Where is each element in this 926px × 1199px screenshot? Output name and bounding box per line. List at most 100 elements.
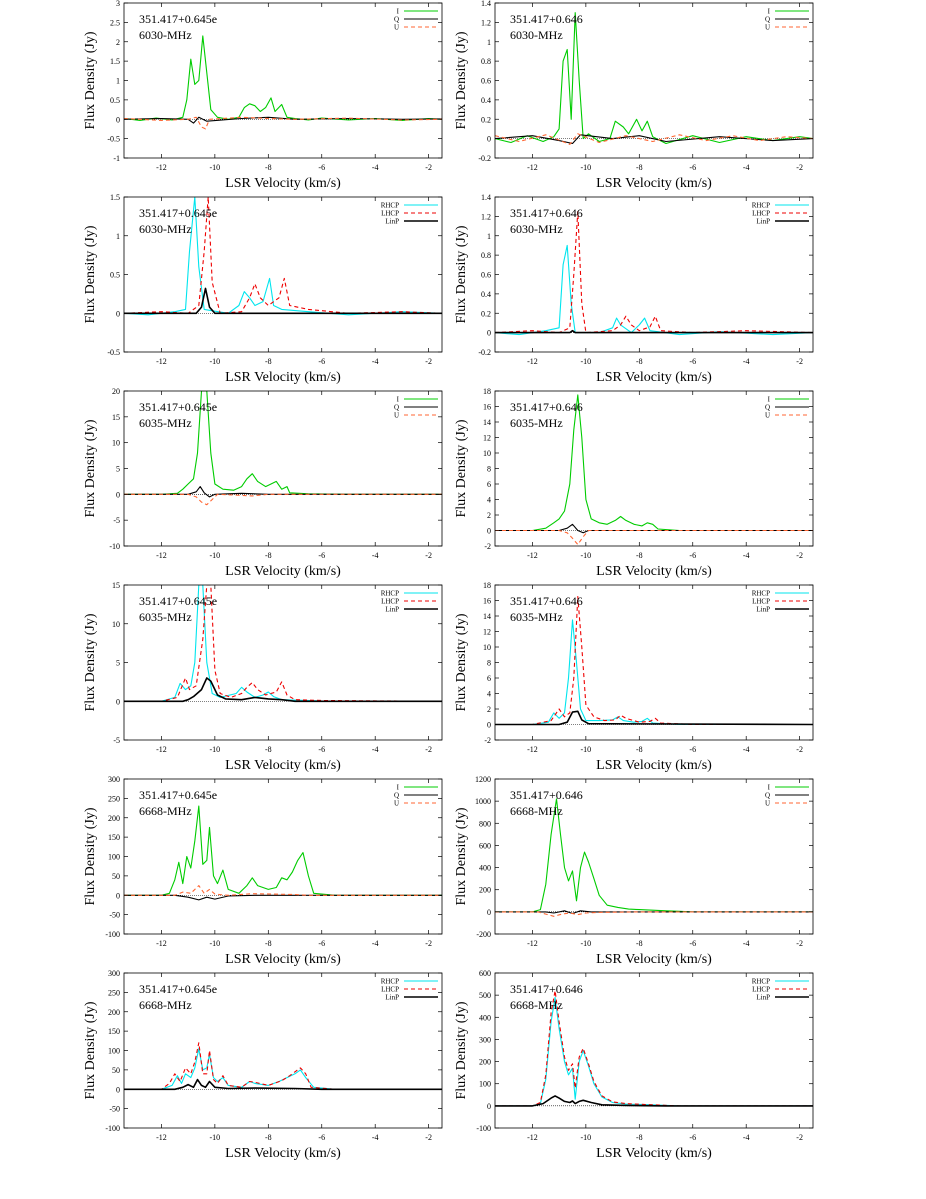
y-tick-label: 0 bbox=[116, 1085, 120, 1094]
y-tick-label: 15 bbox=[112, 413, 120, 422]
x-tick-label: -6 bbox=[318, 551, 325, 560]
y-tick-label: 14 bbox=[483, 612, 491, 621]
y-tick-label: 0 bbox=[116, 891, 120, 900]
y-tick-label: 100 bbox=[479, 1080, 491, 1089]
x-tick-label: -2 bbox=[425, 163, 432, 172]
y-tick-label: 20 bbox=[112, 387, 120, 396]
source-label: 351.417+0.646 bbox=[510, 12, 583, 26]
legend-label: Q bbox=[394, 792, 399, 800]
plot-frame bbox=[494, 778, 814, 935]
frequency-label: 6668-MHz bbox=[510, 804, 563, 818]
chart-panel: -0.5 0 0.5 1 1.5 -12 -10 -8 -6 -4 -2 LSR Velocity (… bbox=[83, 193, 443, 385]
y-tick-label: 1.4 bbox=[481, 0, 491, 8]
y-tick-label: 1.2 bbox=[481, 18, 491, 27]
source-label: 351.417+0.645e bbox=[139, 12, 217, 26]
series-line-i bbox=[124, 391, 442, 495]
x-tick-label: -2 bbox=[796, 1133, 803, 1142]
x-tick-label: -12 bbox=[527, 163, 538, 172]
series-group bbox=[495, 596, 813, 726]
x-tick-label: -12 bbox=[527, 357, 538, 366]
x-axis-label: LSR Velocity (km/s) bbox=[596, 176, 712, 191]
legend-label: LinP bbox=[385, 994, 399, 1002]
y-tick-label: 800 bbox=[479, 819, 491, 828]
x-axis-label: LSR Velocity (km/s) bbox=[596, 564, 712, 579]
y-tick-label: 50 bbox=[112, 1066, 120, 1075]
legend-label: I bbox=[397, 8, 400, 16]
legend-label: LHCP bbox=[752, 986, 770, 994]
y-tick-label: 0 bbox=[116, 309, 120, 318]
x-tick-label: -10 bbox=[210, 163, 221, 172]
y-axis-label: Flux Density (Jy) bbox=[454, 807, 469, 905]
frequency-label: 6668-MHz bbox=[139, 998, 192, 1012]
x-tick-label: -2 bbox=[425, 1133, 432, 1142]
x-tick-label: -6 bbox=[689, 1133, 696, 1142]
y-tick-label: 0 bbox=[487, 329, 491, 338]
y-tick-label: 2.5 bbox=[110, 18, 120, 27]
x-tick-label: -4 bbox=[372, 163, 379, 172]
x-tick-label: -12 bbox=[527, 939, 538, 948]
series-line-q bbox=[495, 910, 813, 915]
x-tick-label: -10 bbox=[210, 357, 221, 366]
y-tick-label: 10 bbox=[112, 620, 120, 629]
source-label: 351.417+0.646 bbox=[510, 594, 583, 608]
x-tick-label: -8 bbox=[265, 939, 272, 948]
y-tick-label: 10 bbox=[483, 449, 491, 458]
chart-panel: -200 0 200 400 600 800 1000 1200 -12 -10 -8 -6 -4 -2 L… bbox=[454, 775, 814, 967]
y-tick-label: 4 bbox=[487, 496, 491, 505]
y-tick-label: 400 bbox=[479, 864, 491, 873]
plot-frame bbox=[494, 972, 814, 1129]
y-tick-label: 200 bbox=[479, 886, 491, 895]
y-axis-label: Flux Density (Jy) bbox=[83, 225, 98, 323]
series-line-linp bbox=[124, 287, 442, 315]
chart-panel: -100 0 100 200 300 400 500 600 -12 -10 -8 -6 -4 -2 LSR… bbox=[454, 969, 814, 1161]
x-tick-label: -8 bbox=[265, 163, 272, 172]
x-tick-label: -4 bbox=[372, 551, 379, 560]
x-tick-label: -4 bbox=[372, 939, 379, 948]
x-tick-label: -8 bbox=[265, 745, 272, 754]
x-axis-label: LSR Velocity (km/s) bbox=[225, 564, 341, 579]
series-line-i bbox=[124, 35, 442, 121]
x-tick-label: -12 bbox=[527, 1133, 538, 1142]
x-tick-label: -6 bbox=[689, 551, 696, 560]
y-tick-label: -5 bbox=[113, 736, 120, 745]
legend-label: LHCP bbox=[752, 598, 770, 606]
x-tick-label: -6 bbox=[689, 163, 696, 172]
x-axis-label: LSR Velocity (km/s) bbox=[225, 370, 341, 385]
x-tick-label: -12 bbox=[527, 551, 538, 560]
legend-label: U bbox=[765, 800, 770, 808]
series-line-lhcp bbox=[124, 1042, 442, 1090]
x-tick-label: -6 bbox=[318, 939, 325, 948]
y-tick-label: 0.2 bbox=[481, 309, 491, 318]
x-tick-label: -4 bbox=[743, 163, 750, 172]
legend-label: LinP bbox=[385, 218, 399, 226]
y-tick-label: 0.8 bbox=[481, 57, 491, 66]
y-tick-label: 10 bbox=[112, 439, 120, 448]
y-tick-label: 500 bbox=[479, 991, 491, 1000]
y-tick-label: -0.5 bbox=[107, 348, 120, 357]
x-tick-label: -2 bbox=[425, 939, 432, 948]
series-line-u bbox=[124, 116, 442, 130]
series-line-u bbox=[495, 911, 813, 917]
legend-label: RHCP bbox=[752, 590, 770, 598]
series-line-linp bbox=[124, 1078, 442, 1091]
y-tick-label: 6 bbox=[487, 674, 491, 683]
legend-label: Q bbox=[394, 404, 399, 412]
x-tick-label: -6 bbox=[689, 745, 696, 754]
legend-label: RHCP bbox=[381, 202, 399, 210]
y-tick-label: -1 bbox=[113, 154, 120, 163]
y-tick-label: -2 bbox=[484, 736, 491, 745]
y-tick-label: -200 bbox=[476, 930, 491, 939]
x-tick-label: -12 bbox=[156, 1133, 167, 1142]
frequency-label: 6030-MHz bbox=[139, 222, 192, 236]
y-axis-label: Flux Density (Jy) bbox=[83, 31, 98, 129]
series-line-lhcp bbox=[495, 990, 813, 1107]
series-line-rhcp bbox=[495, 619, 813, 726]
y-tick-label: 400 bbox=[479, 1013, 491, 1022]
x-tick-label: -10 bbox=[581, 745, 592, 754]
legend-label: U bbox=[394, 24, 399, 32]
y-tick-label: 600 bbox=[479, 841, 491, 850]
series-line-i bbox=[124, 805, 442, 896]
y-tick-label: 250 bbox=[108, 794, 120, 803]
series-line-linp bbox=[495, 1095, 813, 1107]
y-tick-label: -5 bbox=[113, 516, 120, 525]
